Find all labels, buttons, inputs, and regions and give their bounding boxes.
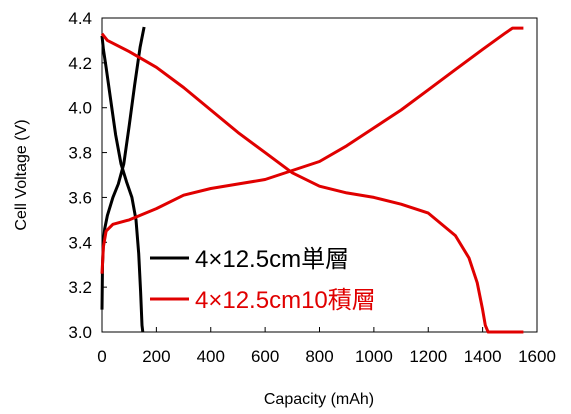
x-tick-label: 200 bbox=[142, 347, 170, 366]
y-tick-label: 3.2 bbox=[68, 278, 92, 297]
y-tick-label: 3.4 bbox=[68, 233, 92, 252]
series-2-charge-line bbox=[100, 26, 524, 274]
y-tick-label: 4.2 bbox=[68, 54, 92, 73]
x-tick-label: 1000 bbox=[355, 347, 393, 366]
x-tick-label: 1400 bbox=[464, 347, 502, 366]
y-tick-label: 3.8 bbox=[68, 144, 92, 163]
legend: 4×12.5cm単層 4×12.5cm10積層 bbox=[150, 246, 376, 314]
y-tick-label: 4.0 bbox=[68, 99, 92, 118]
legend-label-series-2: 4×12.5cm10積層 bbox=[195, 287, 376, 314]
series-1 bbox=[100, 26, 146, 333]
series-2-discharge-line bbox=[100, 32, 524, 334]
y-tick-label: 4.4 bbox=[68, 9, 92, 28]
series-2 bbox=[100, 26, 524, 334]
x-tick-label: 1200 bbox=[409, 347, 447, 366]
x-axis-label: Capacity (mAh) bbox=[264, 391, 374, 408]
axis-ticks: 0 200 400 600 800 1000 1200 1400 1600 3.0 3.2 3.4 3.… bbox=[68, 9, 556, 366]
series-1-discharge-line bbox=[100, 35, 145, 333]
legend-label-series-1: 4×12.5cm単層 bbox=[195, 246, 349, 273]
x-tick-label: 600 bbox=[251, 347, 279, 366]
y-tick-label: 3.0 bbox=[68, 323, 92, 342]
x-tick-label: 800 bbox=[305, 347, 333, 366]
x-tick-label: 400 bbox=[197, 347, 225, 366]
x-tick-label: 1600 bbox=[518, 347, 556, 366]
x-tick-label: 0 bbox=[97, 347, 106, 366]
plot-frame bbox=[101, 17, 538, 333]
series-layer bbox=[100, 26, 524, 334]
y-tick-label: 3.6 bbox=[68, 188, 92, 207]
y-axis-label: Cell Voltage (V) bbox=[13, 119, 30, 230]
